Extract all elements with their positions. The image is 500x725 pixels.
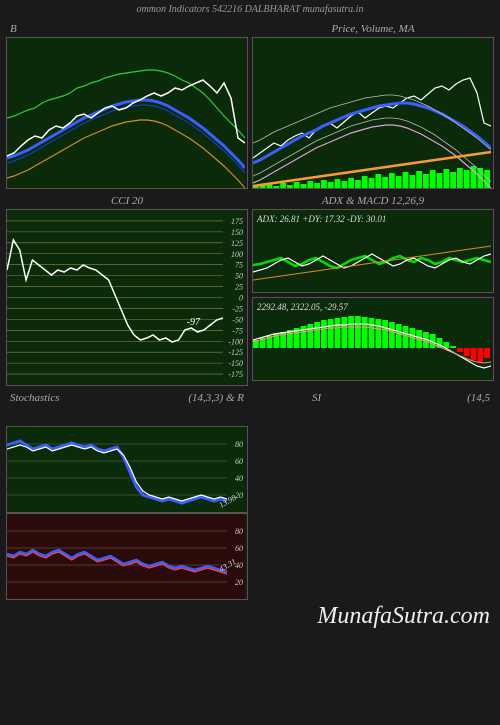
rsi-title: SI (14,5 (252, 390, 494, 406)
cci-title-label: CCI 20 (111, 195, 143, 207)
svg-text:60: 60 (235, 457, 243, 466)
svg-text:25: 25 (235, 283, 243, 292)
stoch-title-left: Stochastics (10, 392, 60, 404)
price-title: Price, Volume, MA (252, 21, 494, 37)
svg-text:-25: -25 (232, 304, 243, 313)
chart-grid: B Price, Volume, MA CCI 20 175 150 125 100 7… (0, 19, 500, 602)
rsi-title-right: (14,5 (467, 392, 490, 404)
svg-text:-150: -150 (228, 359, 243, 368)
adx-panel: ADX: 26.81 +DY: 17.32 -DY: 30.01 (252, 209, 494, 293)
svg-text:75: 75 (235, 261, 243, 270)
stoch-upper-panel: 8060402013.98 (6, 426, 248, 513)
svg-text:100: 100 (231, 250, 243, 259)
svg-text:ADX: 26.81 +DY: 17.32 -DY: 30.: ADX: 26.81 +DY: 17.32 -DY: 30.01 (256, 214, 386, 224)
svg-text:150: 150 (231, 228, 243, 237)
stoch-title: Stochastics (14,3,3) & R (6, 390, 248, 406)
cci-title: CCI 20 (6, 193, 248, 209)
cci-cell: CCI 20 175 150 125 100 75 50 25 0-25 -50 -75 -100 -… (6, 193, 248, 386)
rsi-cell: SI (14,5 (252, 390, 494, 600)
svg-text:50: 50 (235, 272, 243, 281)
bb-title: B (6, 21, 248, 37)
page-header: ommon Indicators 542216 DALBHARAT munafa… (0, 0, 500, 19)
adx-macd-cell: ADX & MACD 12,26,9 ADX: 26.81 +DY: 17.32… (252, 193, 494, 386)
bb-title-label: B (10, 23, 17, 35)
watermark: MunafaSutra.com (317, 603, 490, 630)
svg-text:20: 20 (235, 578, 243, 587)
bb-cell: B (6, 21, 248, 189)
macd-panel: 2292.48, 2322.05, -29.57 (252, 297, 494, 381)
stoch-cell: Stochastics (14,3,3) & R 8060402013.98 8… (6, 390, 248, 600)
svg-text:-75: -75 (232, 326, 243, 335)
stoch-title-right: (14,3,3) & R (188, 392, 244, 404)
svg-text:2292.48, 2322.05, -29.57: 2292.48, 2322.05, -29.57 (257, 302, 348, 312)
price-cell: Price, Volume, MA (252, 21, 494, 189)
svg-text:125: 125 (231, 239, 243, 248)
svg-text:-50: -50 (232, 315, 243, 324)
svg-text:-175: -175 (228, 370, 243, 379)
svg-text:0: 0 (239, 294, 243, 303)
svg-text:-100: -100 (228, 337, 243, 346)
cci-panel: 175 150 125 100 75 50 25 0-25 -50 -75 -100 -125 -150… (6, 209, 248, 386)
svg-text:40: 40 (235, 474, 243, 483)
svg-text:175: 175 (231, 217, 243, 226)
svg-text:80: 80 (235, 527, 243, 536)
bb-panel (6, 37, 248, 189)
svg-text:-97: -97 (187, 317, 201, 328)
price-panel (252, 37, 494, 189)
svg-text:-125: -125 (228, 348, 243, 357)
svg-text:80: 80 (235, 440, 243, 449)
svg-text:60: 60 (235, 544, 243, 553)
adx-title-label: ADX & MACD 12,26,9 (322, 195, 424, 207)
rsi-title-left: SI (312, 392, 321, 404)
adx-title: ADX & MACD 12,26,9 (252, 193, 494, 209)
stoch-lower-panel: 8060402043.31 (6, 513, 248, 600)
price-title-label: Price, Volume, MA (331, 23, 414, 35)
